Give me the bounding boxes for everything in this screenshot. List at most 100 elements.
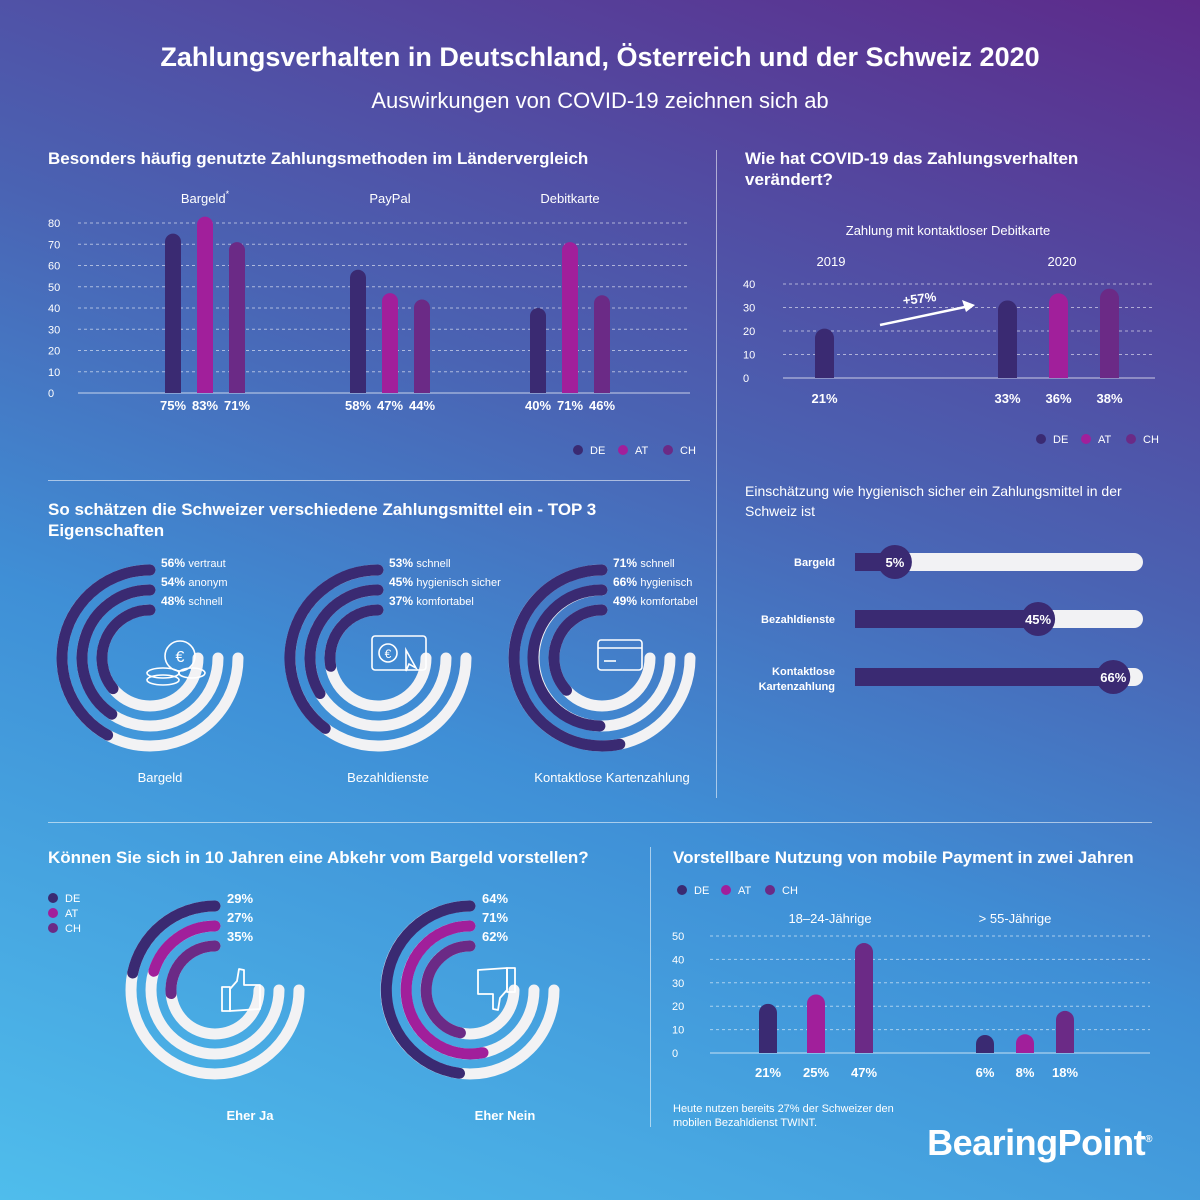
- abkehr-ring-arc: [148, 920, 221, 977]
- thumb-shape: [229, 968, 261, 1012]
- legend-marker-at: [1081, 434, 1091, 444]
- bar-ch: [1056, 1010, 1074, 1053]
- bar-value-label: 71%: [224, 398, 250, 413]
- y-tick-label: 30: [743, 303, 755, 315]
- swiss-ring-arc: [284, 564, 384, 734]
- y-tick-label: 10: [672, 1025, 684, 1037]
- bar-ch: [594, 295, 610, 393]
- bar-de: [976, 1035, 994, 1053]
- y-tick-label: 20: [48, 346, 60, 358]
- divider: [650, 847, 651, 1127]
- property-label: 54% anonym: [161, 575, 228, 589]
- hygiene-label: Bargeld: [794, 557, 835, 569]
- bar-value-label: 75%: [160, 398, 186, 413]
- abkehr-value: 64%: [482, 891, 508, 906]
- bar-at: [807, 994, 825, 1053]
- property-label: 53% schnell: [389, 556, 451, 570]
- hygiene-bubble: [1096, 660, 1131, 694]
- swiss-title: So schätzen die Schweizer verschiedene Z…: [48, 500, 597, 540]
- legend-label-de: DE: [590, 445, 605, 457]
- bar-value-label: 33%: [994, 391, 1020, 406]
- bar-de: [530, 308, 546, 393]
- bar-value-label: 8%: [1016, 1065, 1035, 1080]
- swiss-ring-arc: [304, 584, 384, 699]
- thumb-cuff: [221, 986, 231, 1012]
- legend-marker-de: [677, 885, 687, 895]
- cursor-shape: [405, 646, 419, 672]
- methods-title: Besonders häufig genutzte Zahlungsmethod…: [48, 149, 589, 168]
- abkehr-ring-arc: [127, 900, 221, 979]
- y-tick-label: 50: [48, 282, 60, 294]
- divider: [716, 150, 717, 798]
- abkehr-value: 35%: [227, 929, 253, 944]
- property-label: 66% hygienisch: [613, 575, 692, 589]
- category-label: PayPal: [369, 191, 410, 206]
- hygiene-value: 45%: [1025, 612, 1051, 627]
- legend-label-at: AT: [65, 908, 79, 920]
- y-tick-label: 0: [743, 373, 749, 385]
- hygiene-value: 66%: [1100, 670, 1126, 685]
- bar-at: [197, 216, 213, 393]
- y-tick-label: 20: [672, 1001, 684, 1013]
- growth-annotation: +57%: [902, 289, 938, 308]
- rings-caption: Eher Nein: [475, 1108, 536, 1123]
- bar-de: [759, 1003, 777, 1053]
- abkehr-ring-arc: [400, 920, 489, 1060]
- swiss-rings-chart: € €56% vertraut 54% anonym 48% schnell Barge…: [56, 556, 698, 785]
- hygiene-bubble: [1021, 602, 1056, 636]
- bar-de-2020: [998, 300, 1017, 378]
- hygiene-label: Bezahldienste: [761, 614, 835, 626]
- property-label: 37% komfortabel: [389, 594, 474, 608]
- bar-value-label: 6%: [976, 1065, 995, 1080]
- abkehr-ring-arc: [380, 900, 476, 1079]
- y-tick-label: 10: [743, 350, 755, 362]
- y-tick-label: 0: [672, 1048, 678, 1060]
- legend-label-at: AT: [1098, 434, 1112, 446]
- y-tick-label: 20: [743, 326, 755, 338]
- hygiene-fill: [855, 668, 1114, 686]
- hygiene-label: Kartenzahlung: [759, 681, 835, 693]
- euro-sign: €: [385, 647, 392, 661]
- bar-value-label: 36%: [1045, 391, 1071, 406]
- bar-value-label: 47%: [851, 1065, 877, 1080]
- coins-euro-icon: €: [146, 640, 206, 686]
- bar-de: [350, 269, 366, 393]
- y-tick-label: 40: [48, 303, 60, 315]
- thumbs-up-icon: [221, 968, 261, 1012]
- coin-shape: [164, 640, 196, 672]
- hygiene-bubble: [877, 545, 912, 579]
- bar-ch: [229, 242, 245, 393]
- bar-at-2020: [1049, 293, 1068, 378]
- swiss-ring-arc: [96, 604, 156, 695]
- page-subtitle: Auswirkungen von COVID-19 zeichnen sich …: [371, 88, 829, 113]
- year-label: 2019: [817, 254, 846, 269]
- legend-label-ch: CH: [65, 923, 81, 935]
- rings-caption: Bargeld: [138, 770, 183, 785]
- bar-value-label: 44%: [409, 398, 435, 413]
- legend-marker-de: [1036, 434, 1046, 444]
- legend-marker-at: [618, 445, 628, 455]
- legend-label-de: DE: [694, 885, 709, 897]
- bar-at: [382, 293, 398, 393]
- bar-ch-2020: [1100, 288, 1119, 378]
- bar-value-label: 71%: [557, 398, 583, 413]
- swiss-ring-arc: [548, 604, 608, 696]
- card-shape: [597, 639, 643, 671]
- credit-card-icon: [597, 639, 643, 671]
- thumbs-down-icon: [477, 967, 516, 1011]
- hygiene-track: [855, 553, 1143, 571]
- rings-caption: Bezahldienste: [347, 770, 429, 785]
- bar-ch: [414, 299, 430, 393]
- hygiene-value: 5%: [886, 555, 905, 570]
- y-tick-label: 40: [743, 279, 755, 291]
- legend-label-ch: CH: [1143, 434, 1159, 446]
- y-tick-label: 40: [672, 954, 684, 966]
- abkehr-value: 71%: [482, 910, 508, 925]
- y-tick-label: 70: [48, 239, 60, 251]
- legend-marker-ch: [765, 885, 775, 895]
- legend-marker-ch: [1126, 434, 1136, 444]
- coin-shape: [178, 667, 206, 679]
- legend-marker-at: [48, 908, 58, 918]
- abkehr-value: 62%: [482, 929, 508, 944]
